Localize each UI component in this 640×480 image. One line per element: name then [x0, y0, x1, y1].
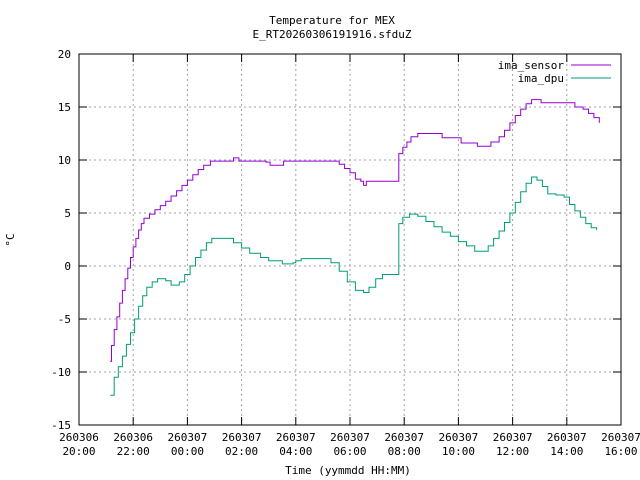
- grid-lines: [79, 54, 621, 425]
- series-line-ima-sensor: [110, 99, 600, 362]
- x-tick-label-time: 06:00: [333, 445, 366, 458]
- y-tick-label: -5: [58, 313, 71, 326]
- y-tick-label: 15: [58, 101, 71, 114]
- x-tick-label-time: 12:00: [496, 445, 529, 458]
- tick-labels: -15-10-50510152026030620:0026030622:0026…: [51, 48, 640, 458]
- x-tick-label-date: 260307: [439, 431, 479, 444]
- x-tick-label-time: 14:00: [550, 445, 583, 458]
- x-tick-label-time: 22:00: [117, 445, 150, 458]
- x-tick-label-time: 20:00: [62, 445, 95, 458]
- x-tick-label-date: 260307: [493, 431, 533, 444]
- series-line-ima-dpu: [110, 176, 598, 396]
- chart-subtitle: E_RT20260306191916.sfduZ: [253, 28, 412, 41]
- y-tick-label: -15: [51, 419, 71, 432]
- x-tick-label-time: 00:00: [171, 445, 204, 458]
- x-tick-label-date: 260306: [113, 431, 153, 444]
- x-tick-label-time: 08:00: [388, 445, 421, 458]
- chart-title: Temperature for MEX: [269, 14, 395, 27]
- x-tick-label-date: 260307: [601, 431, 640, 444]
- legend-label-ima-sensor: ima_sensor: [498, 59, 565, 72]
- y-tick-label: 10: [58, 154, 71, 167]
- y-tick-label: 0: [64, 260, 71, 273]
- x-tick-label-time: 10:00: [442, 445, 475, 458]
- x-tick-label-date: 260307: [276, 431, 316, 444]
- legend-label-ima-dpu: ima_dpu: [518, 72, 564, 85]
- x-tick-label-date: 260306: [59, 431, 99, 444]
- x-tick-label-time: 04:00: [279, 445, 312, 458]
- axis-ticks: [78, 53, 622, 426]
- y-tick-label: 20: [58, 48, 71, 61]
- x-tick-label-date: 260307: [384, 431, 424, 444]
- y-tick-label: -10: [51, 366, 71, 379]
- x-axis-label: Time (yymmdd HH:MM): [285, 464, 411, 477]
- x-tick-label-date: 260307: [330, 431, 370, 444]
- y-axis-label: °C: [4, 233, 17, 246]
- x-tick-label-date: 260307: [547, 431, 587, 444]
- x-tick-label-time: 02:00: [225, 445, 258, 458]
- series-lines: [110, 99, 600, 396]
- x-tick-label-date: 260307: [222, 431, 262, 444]
- x-tick-label-time: 16:00: [604, 445, 637, 458]
- x-tick-label-date: 260307: [168, 431, 208, 444]
- y-tick-label: 5: [64, 207, 71, 220]
